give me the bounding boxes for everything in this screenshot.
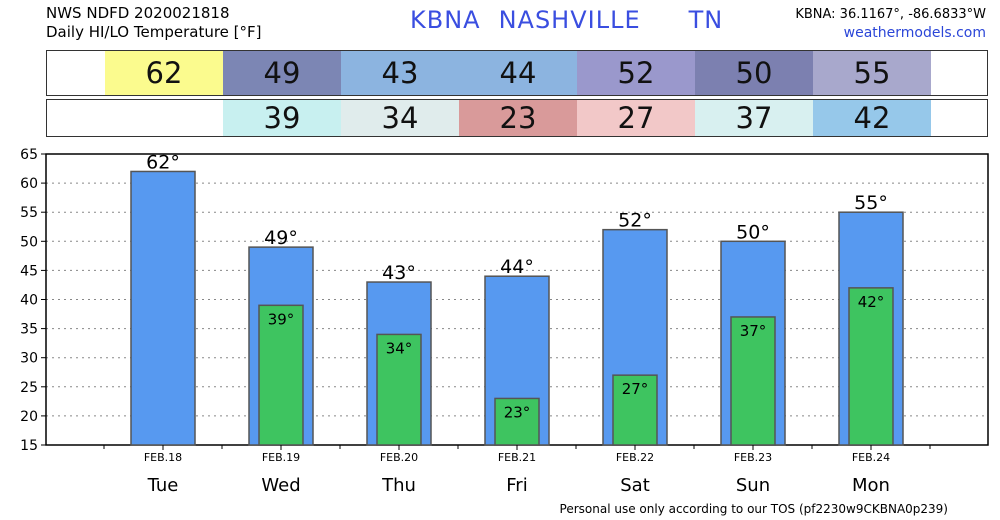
high-temp-cell: 49 — [223, 51, 341, 95]
header-right: KBNA: 36.1167°, -86.6833°W weathermodels… — [795, 5, 986, 43]
date-label: FEB.22 — [616, 451, 654, 464]
high-temp-label: 55° — [854, 192, 888, 214]
day-label: Sat — [620, 475, 650, 496]
day-label: Sun — [736, 475, 770, 496]
product-label: Daily HI/LO Temperature [°F] — [46, 23, 262, 41]
low-temp-label: 42° — [858, 293, 885, 311]
low-temp-label: 39° — [268, 310, 295, 328]
date-label: FEB.19 — [262, 451, 300, 464]
low-temp-cell: 37 — [695, 100, 813, 136]
date-label: FEB.20 — [380, 451, 418, 464]
high-temp-cell: 44 — [459, 51, 577, 95]
low-temp-label: 27° — [622, 380, 649, 398]
low-temp-bar — [848, 287, 894, 446]
low-temp-cell: 23 — [459, 100, 577, 136]
low-temp-bar — [494, 397, 540, 446]
city-name: NASHVILLE — [498, 6, 641, 34]
high-temp-bar — [130, 170, 196, 446]
day-label: Fri — [506, 475, 527, 496]
day-label: Wed — [261, 475, 300, 496]
y-tick-label: 60 — [20, 176, 38, 192]
y-tick-label: 45 — [20, 263, 38, 279]
high-temp-cell: 50 — [695, 51, 813, 95]
high-temp-label: 50° — [736, 221, 770, 243]
day-label: Thu — [381, 475, 416, 496]
high-temp-label: 44° — [500, 256, 534, 278]
high-temp-cell: 62 — [105, 51, 223, 95]
y-tick-label: 25 — [20, 380, 38, 396]
high-temp-label: 43° — [382, 262, 416, 284]
y-tick-label: 55 — [20, 205, 38, 221]
low-temp-label: 34° — [386, 339, 413, 357]
high-temp-label: 52° — [618, 210, 652, 232]
model-run-label: NWS NDFD 2020021818 — [46, 4, 230, 22]
date-label: FEB.21 — [498, 451, 536, 464]
y-tick-label: 15 — [20, 438, 38, 454]
low-temp-label: 23° — [504, 403, 531, 421]
low-temp-label: 37° — [740, 322, 767, 340]
high-temp-label: 62° — [146, 151, 180, 173]
low-temp-cell: 39 — [223, 100, 341, 136]
site-link[interactable]: weathermodels.com — [843, 25, 986, 41]
low-temp-strip: 39 34 23 27 37 42 — [46, 99, 988, 137]
temperature-chart: 15 20 25 30 35 40 45 50 55 60 65 62° FEB.18 Tue 49° 39°… — [20, 147, 989, 496]
low-temp-cell: 34 — [341, 100, 459, 136]
y-tick-label: 30 — [20, 351, 38, 367]
station-code: KBNA — [410, 6, 481, 34]
date-label: FEB.24 — [852, 451, 890, 464]
y-tick-label: 20 — [20, 409, 38, 425]
high-temp-cell: 52 — [577, 51, 695, 95]
low-temp-bar — [376, 333, 422, 446]
high-temp-strip: 62 49 43 44 52 50 55 — [46, 50, 988, 96]
date-label: FEB.23 — [734, 451, 772, 464]
tos-footer: Personal use only according to our TOS (… — [559, 502, 948, 516]
low-temp-cell: 42 — [813, 100, 931, 136]
low-temp-bar — [612, 374, 658, 446]
y-tick-label: 50 — [20, 234, 38, 250]
day-label: Mon — [852, 475, 890, 496]
coordinates: KBNA: 36.1167°, -86.6833°W — [795, 7, 986, 22]
day-label: Tue — [147, 475, 179, 496]
y-tick-label: 40 — [20, 293, 38, 309]
date-label: FEB.18 — [144, 451, 182, 464]
low-temp-bar — [730, 316, 776, 446]
state-code: TN — [688, 6, 724, 34]
low-temp-cell: 27 — [577, 100, 695, 136]
y-tick-label: 65 — [20, 147, 38, 163]
high-temp-label: 49° — [264, 227, 298, 249]
y-tick-label: 35 — [20, 322, 38, 338]
header-left: NWS NDFD 2020021818 Daily HI/LO Temperat… — [46, 4, 262, 42]
low-temp-bar — [258, 304, 304, 446]
location-title: KBNA NASHVILLE TN — [410, 6, 741, 34]
high-temp-cell: 43 — [341, 51, 459, 95]
high-temp-cell: 55 — [813, 51, 931, 95]
